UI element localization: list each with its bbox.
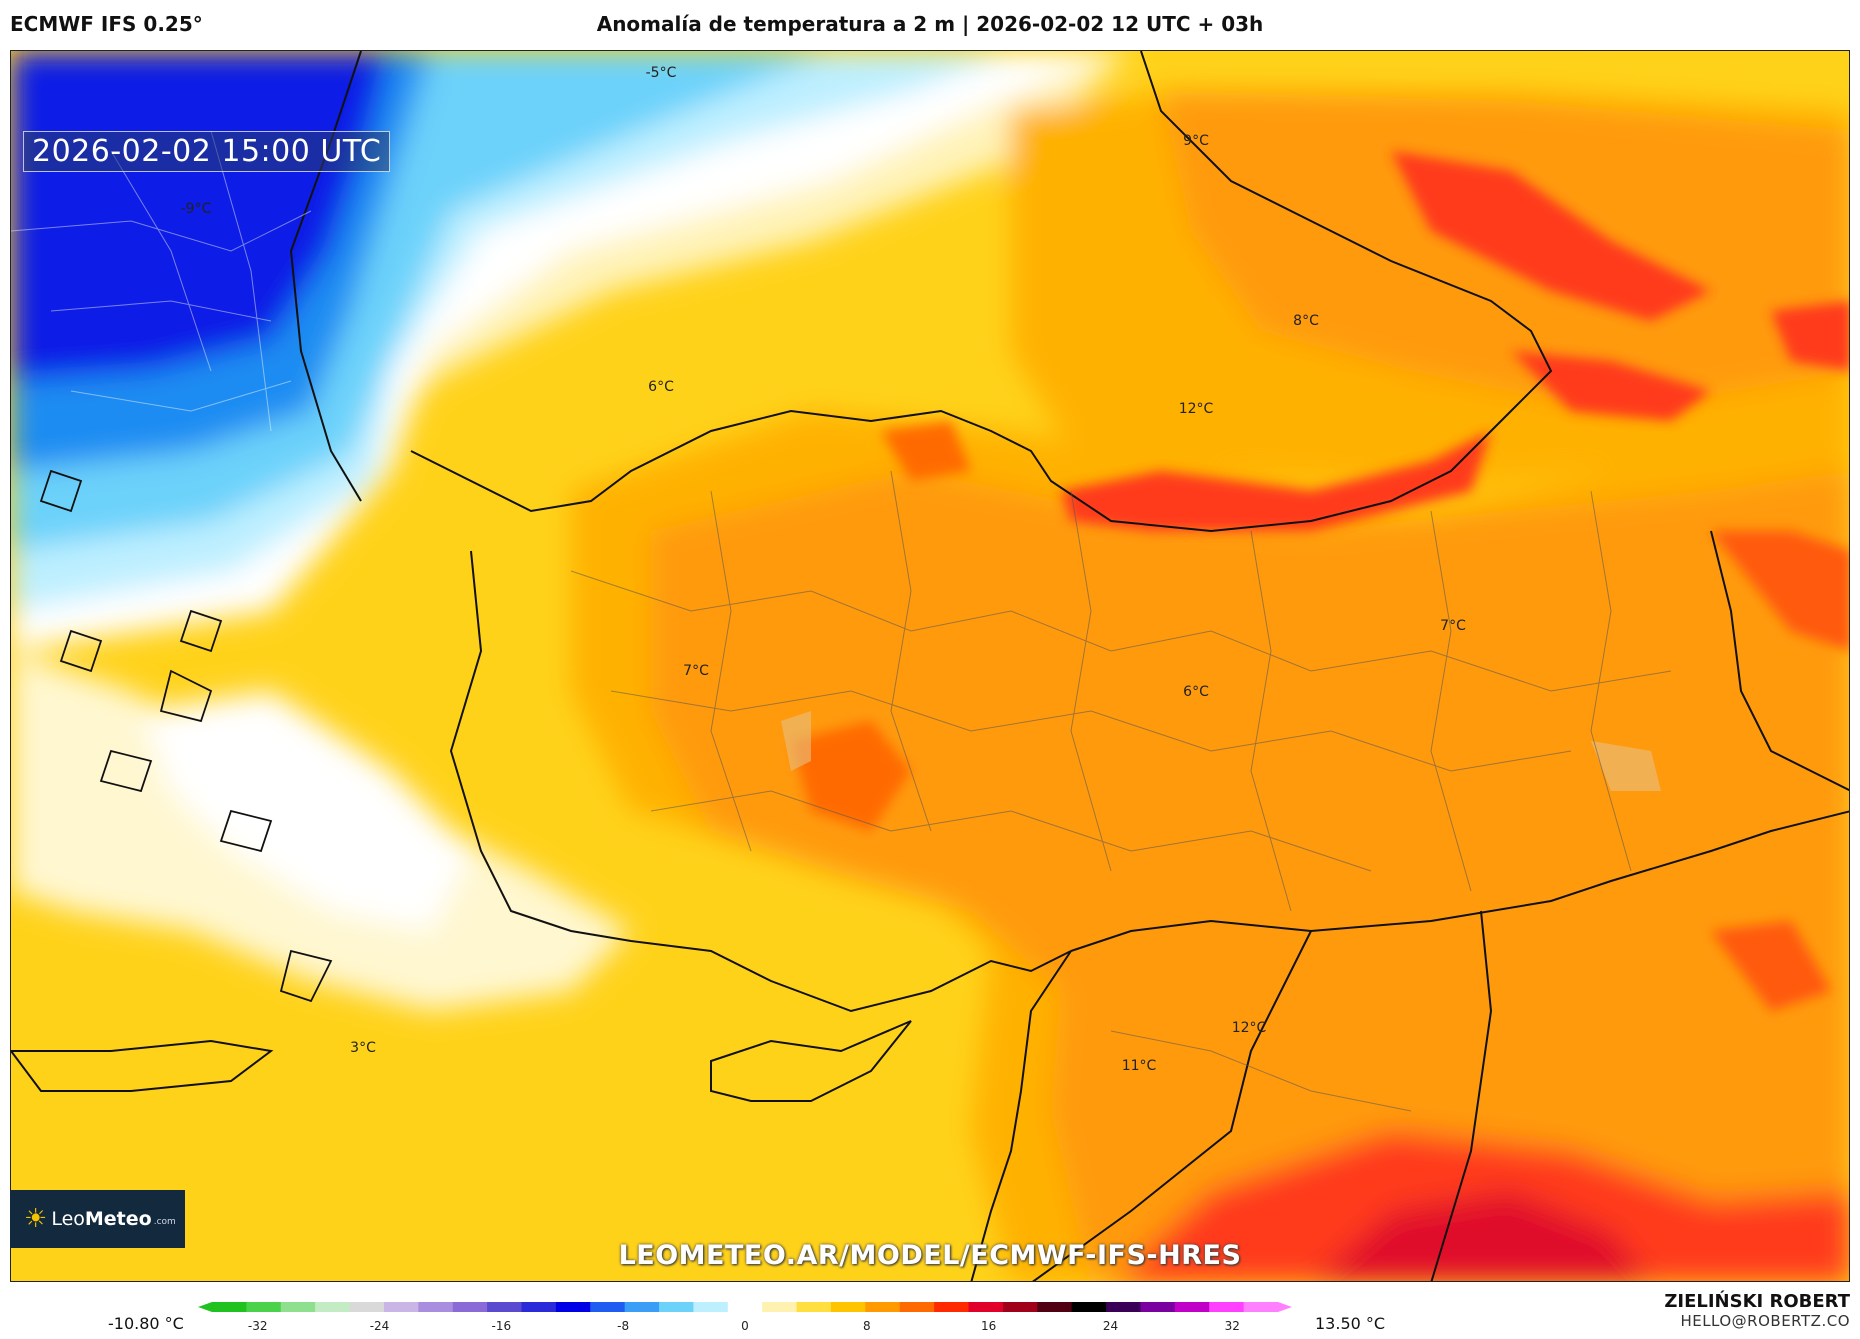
colorbar-tick-label: -16: [492, 1319, 512, 1333]
temp-label: 11°C: [1121, 1058, 1157, 1074]
colorbar-tick-label: 0: [741, 1319, 749, 1333]
colorbar: -32 -24 -16 -8 0 8 16 24 32: [198, 1302, 1292, 1333]
leometeo-logo[interactable]: ☀ LeoMeteo .com: [10, 1190, 185, 1248]
temp-label: 12°C: [1231, 1020, 1267, 1036]
colorbar-tick-label: -24: [370, 1319, 390, 1333]
valid-time-badge: 2026-02-02 15:00 UTC: [23, 131, 391, 172]
colorbar-swatch: [315, 1302, 351, 1312]
colorbar-arrow-min: [198, 1302, 212, 1312]
temperature-anomaly-field: [11, 51, 1849, 1281]
colorbar-swatch: [659, 1302, 694, 1312]
colorbar-swatch: [624, 1302, 660, 1312]
colorbar-swatch: [383, 1302, 419, 1312]
colorbar-swatch: [487, 1302, 522, 1312]
sun-icon: ☀: [24, 1204, 48, 1234]
temp-label: 7°C: [1440, 618, 1466, 634]
colorbar-swatch: [349, 1302, 385, 1312]
logo-tld: .com: [153, 1217, 176, 1227]
colorbar-swatch: [727, 1302, 763, 1312]
colorbar-swatch: [418, 1302, 454, 1312]
colorbar-swatch: [762, 1302, 798, 1312]
temp-label: -9°C: [180, 201, 212, 217]
colorbar-swatch: [830, 1302, 866, 1312]
colorbar-swatch: [1071, 1302, 1107, 1312]
temp-label: 12°C: [1178, 401, 1214, 417]
colorbar-tick-label: 32: [1225, 1319, 1240, 1333]
source-watermark: LEOMETEO.AR/MODEL/ECMWF-IFS-HRES: [618, 1240, 1242, 1271]
colorbar-swatch: [1209, 1302, 1245, 1312]
colorbar-swatch: [865, 1302, 901, 1312]
temp-label: 9°C: [1183, 133, 1209, 149]
colorbar-swatch: [693, 1302, 729, 1312]
map-title: Anomalía de temperatura a 2 m | 2026-02-…: [596, 12, 1264, 36]
temp-label: 6°C: [648, 379, 674, 395]
colorbar-tick-label: 16: [981, 1319, 996, 1333]
logo-brand: LeoMeteo: [51, 1208, 152, 1230]
colorbar-swatch: [590, 1302, 626, 1312]
colorbar-swatch: [521, 1302, 557, 1312]
colorbar-tick-label: 24: [1103, 1319, 1118, 1333]
map-canvas[interactable]: 2026-02-02 15:00 UTC -5°C 9°C -9°C 8°C 6…: [10, 50, 1850, 1282]
colorbar-swatch: [280, 1302, 316, 1312]
model-name: ECMWF IFS 0.25°: [10, 12, 203, 36]
legend-max-value: 13.50 °C: [1315, 1314, 1386, 1333]
author-email: HELLO@ROBERTZ.CO: [1680, 1312, 1850, 1330]
temp-label: 3°C: [350, 1040, 376, 1056]
colorbar-tick-label: -32: [248, 1319, 268, 1333]
author-credit: ZIELIŃSKI ROBERT HELLO@ROBERTZ.CO: [1664, 1291, 1850, 1330]
colorbar-swatch: [1174, 1302, 1210, 1312]
temp-label: -5°C: [645, 65, 677, 81]
temp-label: 8°C: [1293, 313, 1319, 329]
colorbar-swatch: [1140, 1302, 1176, 1312]
colorbar-swatch: [968, 1302, 1004, 1312]
colorbar-swatch: [555, 1302, 591, 1312]
colorbar-swatch: [246, 1302, 282, 1312]
colorbar-arrow-max: [1278, 1302, 1292, 1312]
temp-label: 7°C: [683, 663, 709, 679]
colorbar-swatch: [796, 1302, 832, 1312]
colorbar-tick-label: 8: [863, 1319, 871, 1333]
colorbar-swatch: [1037, 1302, 1073, 1312]
colorbar-swatch: [1243, 1302, 1279, 1312]
colorbar-swatch: [1106, 1302, 1141, 1312]
colorbar-swatch: [899, 1302, 935, 1312]
colorbar-tick-label: -8: [617, 1319, 629, 1333]
legend-min-value: -10.80 °C: [108, 1314, 184, 1333]
author-name: ZIELIŃSKI ROBERT: [1664, 1291, 1850, 1312]
colorbar-swatch: [1002, 1302, 1038, 1312]
colorbar-swatch: [452, 1302, 488, 1312]
colorbar-swatch: [934, 1302, 970, 1312]
colorbar-swatch: [212, 1302, 247, 1312]
temp-label: 6°C: [1183, 684, 1209, 700]
